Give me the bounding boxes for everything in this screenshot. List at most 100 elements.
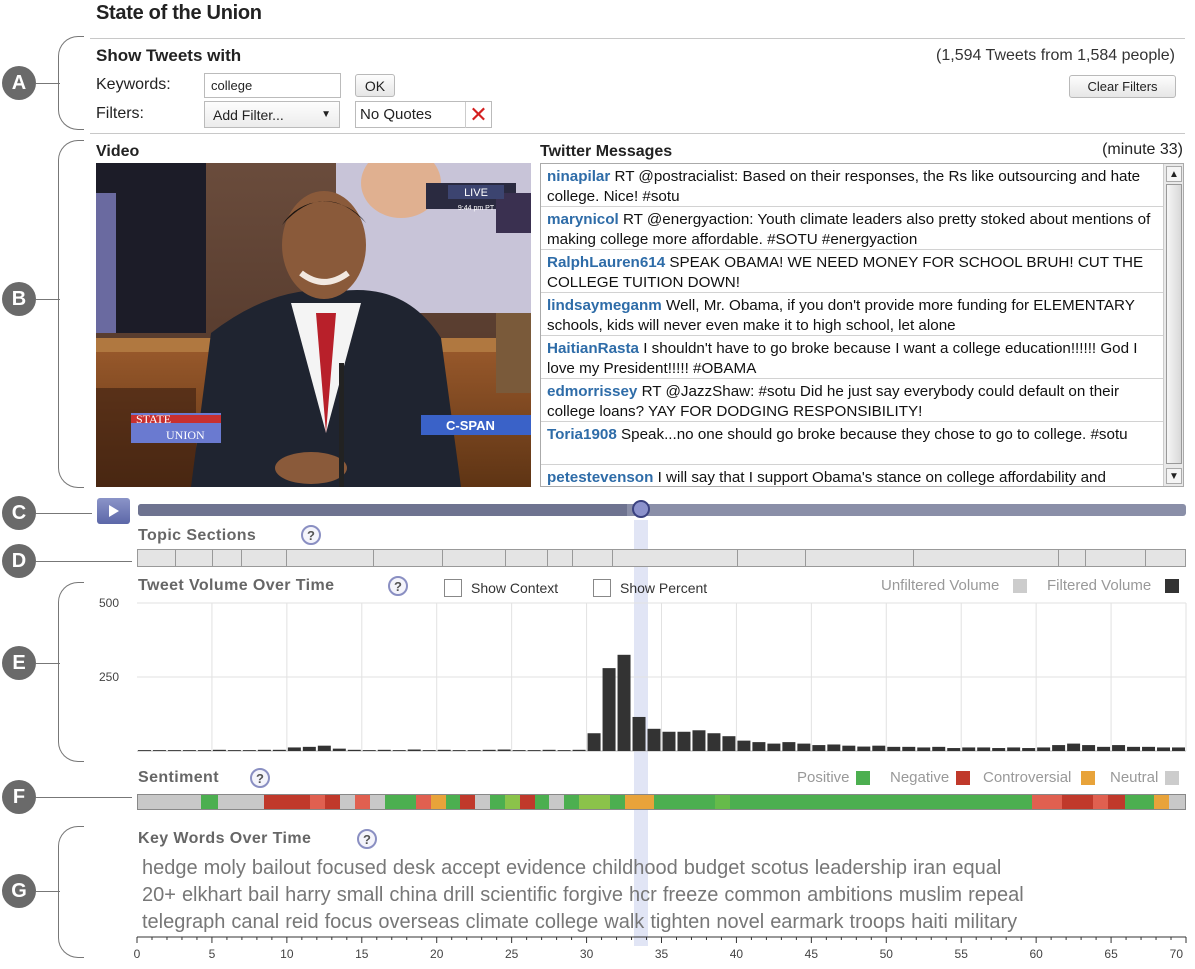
sentiment-segment[interactable]	[324, 795, 340, 809]
volume-bar[interactable]	[527, 750, 541, 751]
keyword-input[interactable]	[204, 73, 341, 98]
tweet-item[interactable]: ninapilar RT @postracialist: Based on th…	[541, 164, 1163, 207]
sentiment-segment[interactable]	[534, 795, 550, 809]
keyword[interactable]: muslim	[898, 884, 963, 906]
sentiment-segment[interactable]	[1168, 795, 1185, 809]
tweet-item[interactable]: Toria1908 Speak...no one should go broke…	[541, 422, 1163, 465]
volume-bar[interactable]	[317, 745, 331, 751]
scroll-thumb[interactable]	[1166, 184, 1182, 464]
keyword[interactable]: childhood	[592, 857, 678, 879]
volume-bar[interactable]	[1142, 746, 1156, 751]
sentiment-segment[interactable]	[310, 795, 325, 809]
volume-bar[interactable]	[842, 745, 856, 751]
topic-section[interactable]	[242, 550, 287, 566]
keyword[interactable]: drill	[443, 884, 475, 906]
volume-bar[interactable]	[167, 750, 181, 751]
volume-bar[interactable]	[677, 731, 691, 751]
sentiment-segment[interactable]	[217, 795, 264, 809]
volume-bar[interactable]	[812, 745, 826, 751]
volume-bar[interactable]	[272, 749, 286, 751]
tweet-username[interactable]: ninapilar	[547, 168, 611, 185]
keyword[interactable]: repeal	[968, 884, 1024, 906]
keywords-help-icon[interactable]: ?	[357, 829, 377, 849]
scroll-down-icon[interactable]: ▼	[1166, 468, 1182, 484]
add-filter-dropdown[interactable]: Add Filter... ▼	[204, 101, 340, 128]
tweet-username[interactable]: Toria1908	[547, 426, 617, 443]
volume-bar[interactable]	[227, 750, 241, 751]
volume-bar[interactable]	[1097, 746, 1111, 751]
keyword[interactable]: desk	[392, 857, 436, 879]
sentiment-segment[interactable]	[520, 795, 535, 809]
keyword[interactable]: common	[724, 884, 802, 906]
volume-bar[interactable]	[572, 749, 586, 751]
sentiment-segment[interactable]	[1124, 795, 1155, 809]
volume-bar[interactable]	[422, 750, 436, 751]
tweet-item[interactable]: petestevenson I will say that I support …	[541, 465, 1163, 486]
keyword[interactable]: equal	[952, 857, 1002, 879]
volume-bar[interactable]	[737, 740, 751, 751]
tweet-item[interactable]: lindsaymeganm Well, Mr. Obama, if you do…	[541, 293, 1163, 336]
volume-bar[interactable]	[962, 747, 976, 751]
sentiment-bar[interactable]	[137, 794, 1186, 810]
keyword[interactable]: military	[953, 911, 1018, 933]
keyword[interactable]: walk	[604, 911, 645, 933]
topic-section[interactable]	[1059, 550, 1086, 566]
sentiment-segment[interactable]	[416, 795, 431, 809]
video-player[interactable]: LIVE 9:44 pm PT STATE UNION C-SPAN	[96, 163, 531, 487]
volume-bar[interactable]	[257, 749, 271, 751]
volume-bar[interactable]	[362, 750, 376, 751]
keyword[interactable]: haiti	[911, 911, 948, 933]
sentiment-segment[interactable]	[505, 795, 521, 809]
ok-button[interactable]: OK	[355, 74, 395, 97]
keyword[interactable]: troops	[849, 911, 906, 933]
topic-section[interactable]	[138, 550, 176, 566]
topic-section[interactable]	[1086, 550, 1147, 566]
timeline-track[interactable]	[138, 504, 1186, 516]
sentiment-segment[interactable]	[474, 795, 490, 809]
volume-bar[interactable]	[138, 750, 151, 751]
keyword[interactable]: hcr	[629, 884, 657, 906]
volume-bar[interactable]	[212, 749, 226, 751]
keyword[interactable]: small	[336, 884, 384, 906]
sentiment-segment[interactable]	[489, 795, 506, 809]
tweet-item[interactable]: marynicol RT @energyaction: Youth climat…	[541, 207, 1163, 250]
topic-section[interactable]	[738, 550, 806, 566]
volume-bar[interactable]	[722, 736, 736, 751]
volume-bar[interactable]	[617, 654, 631, 751]
sentiment-segment[interactable]	[1061, 795, 1094, 809]
topic-section[interactable]	[573, 550, 613, 566]
volume-bar[interactable]	[947, 748, 961, 751]
keyword[interactable]: harry	[285, 884, 331, 906]
sentiment-segment[interactable]	[1154, 795, 1169, 809]
keyword[interactable]: ambitions	[807, 884, 893, 906]
keyword[interactable]: 20+	[142, 884, 176, 906]
topic-section[interactable]	[914, 550, 1059, 566]
sentiment-segment[interactable]	[564, 795, 579, 809]
keyword[interactable]: focused	[316, 857, 387, 879]
tweet-panel[interactable]: ninapilar RT @postracialist: Based on th…	[540, 163, 1184, 487]
volume-bar[interactable]	[827, 744, 841, 751]
sentiment-segment[interactable]	[384, 795, 417, 809]
volume-bar[interactable]	[1037, 747, 1051, 751]
volume-help-icon[interactable]: ?	[388, 576, 408, 596]
tweet-scrollbar[interactable]: ▲ ▼	[1163, 164, 1183, 486]
volume-bar[interactable]	[662, 731, 676, 751]
volume-bar[interactable]	[197, 750, 211, 751]
sentiment-segment[interactable]	[264, 795, 311, 809]
volume-bar[interactable]	[602, 668, 616, 751]
volume-bar[interactable]	[152, 750, 166, 751]
keyword[interactable]: forgive	[563, 884, 624, 906]
keyword[interactable]: leadership	[814, 857, 908, 879]
topics-help-icon[interactable]: ?	[301, 525, 321, 545]
volume-bar[interactable]	[887, 746, 901, 751]
sentiment-segment[interactable]	[1093, 795, 1109, 809]
volume-bar[interactable]	[1052, 745, 1066, 751]
tweet-username[interactable]: edmorrissey	[547, 383, 638, 400]
keyword[interactable]: bailout	[251, 857, 311, 879]
keyword[interactable]: china	[389, 884, 438, 906]
keyword[interactable]: scotus	[750, 857, 809, 879]
tweet-username[interactable]: RalphLauren614	[547, 254, 666, 271]
sentiment-segment[interactable]	[715, 795, 730, 809]
keyword[interactable]: scientific	[480, 884, 557, 906]
keyword[interactable]: moly	[203, 857, 246, 879]
